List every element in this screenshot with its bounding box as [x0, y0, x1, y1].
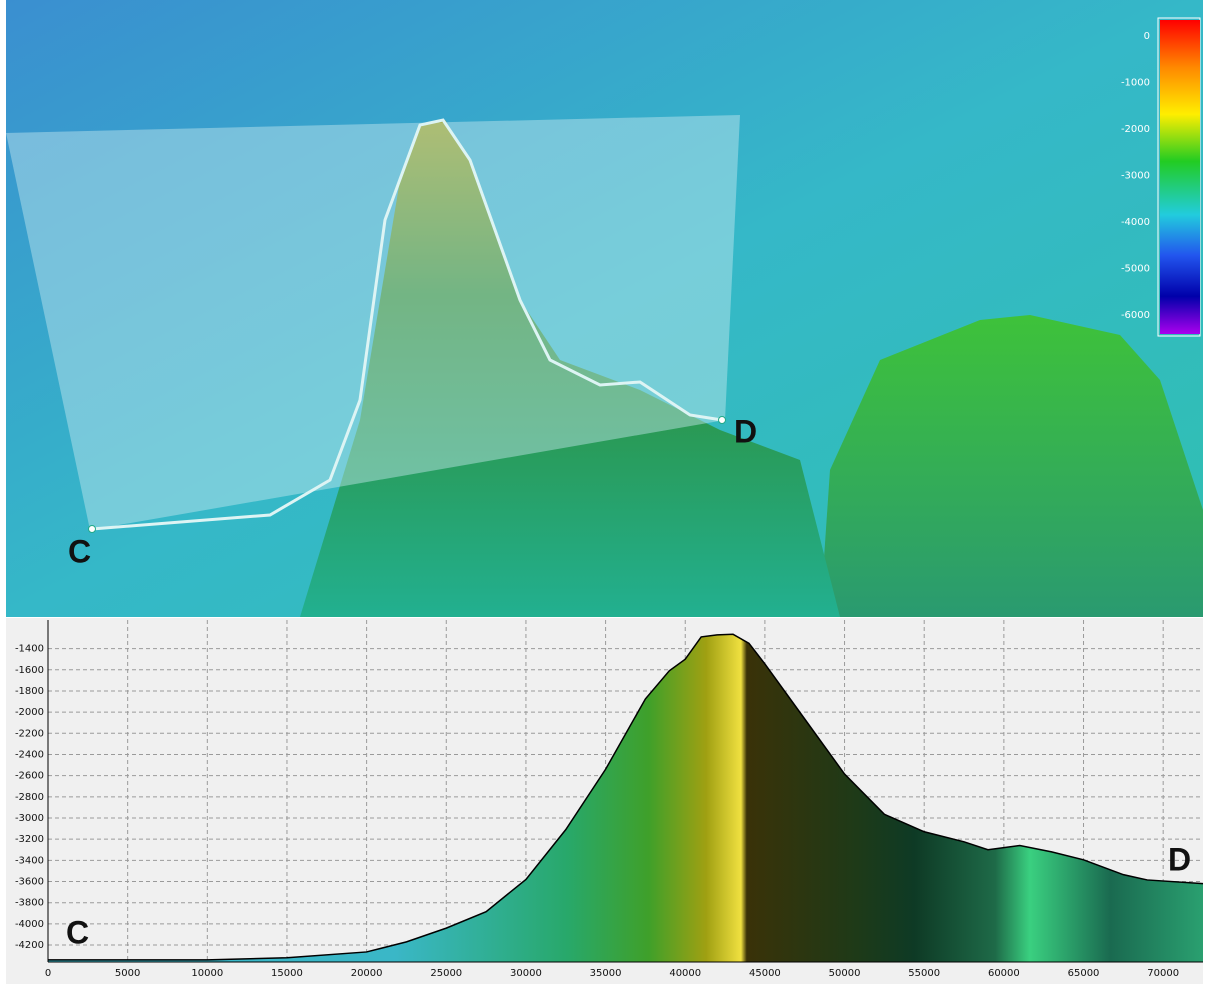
- colorbar-tick-label: -6000: [1121, 310, 1150, 321]
- x-tick-label: 40000: [669, 968, 701, 979]
- colorbar-tick-label: -2000: [1121, 124, 1150, 135]
- x-tick-label: 0: [45, 968, 51, 979]
- y-tick-label: -3800: [15, 898, 44, 909]
- point: [718, 416, 726, 424]
- colorbar-tick-label: -3000: [1121, 171, 1150, 182]
- colorbar-tick-label: -4000: [1121, 217, 1150, 228]
- y-tick-label: -3200: [15, 834, 44, 845]
- x-tick-label: 65000: [1068, 968, 1100, 979]
- label: C: [68, 533, 91, 569]
- y-tick-label: -2200: [15, 728, 44, 739]
- y-tick-label: -1800: [15, 686, 44, 697]
- profile-line: [48, 633, 1204, 961]
- x-tick-label: 25000: [430, 968, 462, 979]
- profile-line: [91, 118, 723, 531]
- x-tick-label: 70000: [1147, 968, 1179, 979]
- colorbar-tick-label: -5000: [1121, 264, 1150, 275]
- terrain-view: C D: [6, 0, 1203, 617]
- colorbar: [1160, 20, 1200, 334]
- y-tick-label: -1600: [15, 665, 44, 676]
- y-tick-label: -4000: [15, 919, 44, 930]
- x-tick-label: 45000: [749, 968, 781, 979]
- y-tick-label: -3600: [15, 877, 44, 888]
- profile-chart: -1400 -1600 -1800 -2000 -2200 -2400 -2600 -2800…: [6, 618, 1204, 984]
- seamount: [820, 315, 1203, 617]
- label: D: [734, 413, 757, 449]
- profile-plane: [6, 115, 740, 530]
- x-tick-label: 35000: [590, 968, 622, 979]
- annotation: D: [1168, 841, 1191, 877]
- y-tick-label: -3000: [15, 813, 44, 824]
- colorbar-tick-label: -1000: [1121, 78, 1150, 89]
- x-tick-label: 30000: [510, 968, 542, 979]
- y-tick-label: -3400: [15, 855, 44, 866]
- x-tick-label: 60000: [988, 968, 1020, 979]
- point: [88, 525, 96, 533]
- y-tick-label: -2600: [15, 771, 44, 782]
- x-tick-label: 15000: [271, 968, 303, 979]
- y-tick-label: -2800: [15, 792, 44, 803]
- y-tick-label: -4200: [15, 940, 44, 951]
- x-tick-label: 20000: [351, 968, 383, 979]
- x-tick-label: 50000: [829, 968, 861, 979]
- y-tick-label: -2400: [15, 749, 44, 760]
- x-tick-label: 5000: [115, 968, 140, 979]
- profile-area: [48, 634, 1203, 962]
- annotation: C: [66, 914, 89, 950]
- colorbar-tick-label: 0: [1144, 31, 1150, 42]
- x-tick-label: 55000: [908, 968, 940, 979]
- y-tick-label: -1400: [15, 644, 44, 655]
- y-tick-label: -2000: [15, 707, 44, 718]
- x-tick-label: 10000: [191, 968, 223, 979]
